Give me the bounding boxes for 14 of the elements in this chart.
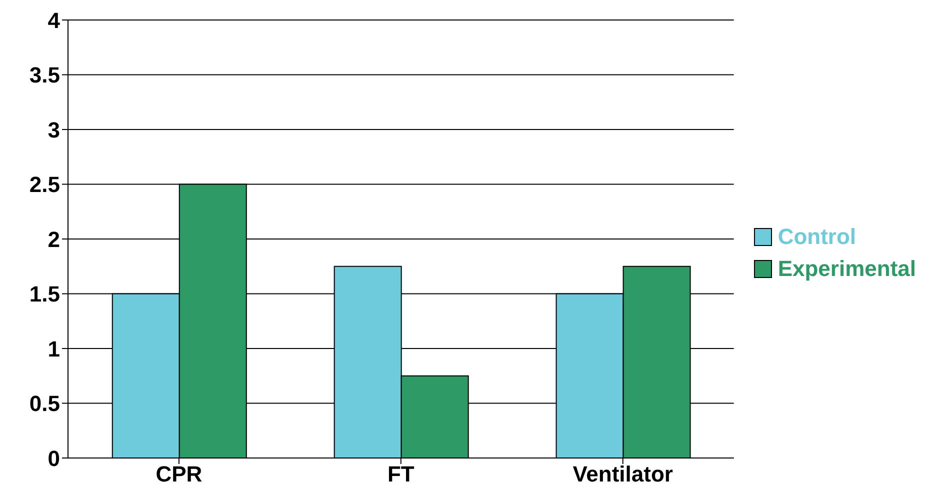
legend-label: Experimental <box>778 256 916 282</box>
y-tick-label: 2 <box>48 226 60 252</box>
legend-label: Control <box>778 224 856 250</box>
x-tick-label: CPR <box>156 462 202 487</box>
y-tick-label: 0 <box>48 446 60 471</box>
y-tick-label: 3.5 <box>29 62 60 88</box>
y-tick-label: 0.5 <box>29 391 60 416</box>
y-tick-label: 3 <box>48 117 60 142</box>
x-tick-label: FT <box>387 462 415 487</box>
x-tick-label: Ventilator <box>572 462 674 487</box>
y-tick-label: 1.5 <box>29 282 60 307</box>
y-tick-label: 1 <box>48 336 60 362</box>
y-tick-label: 4 <box>48 8 61 33</box>
y-tick-label: 2.5 <box>29 172 60 198</box>
